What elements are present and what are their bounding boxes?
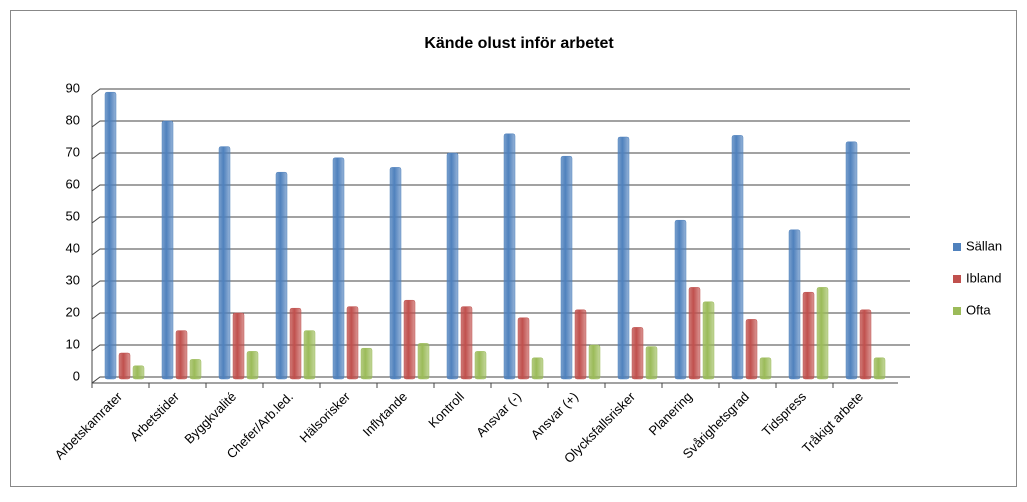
bar [417,343,430,380]
bar [574,309,587,380]
bar [403,299,416,380]
grid-line [91,152,910,160]
bar [560,155,573,380]
y-tick-label: 0 [73,368,80,383]
grid-line [91,216,910,224]
bar [460,306,473,380]
bar [175,330,188,380]
grid-line [91,312,910,320]
bar [702,301,715,380]
y-tick-label: 40 [66,240,80,255]
y-tick-label: 70 [66,144,80,159]
bar [845,141,858,380]
legend-label: Ibland [966,270,1001,285]
bar [232,312,245,380]
bar [289,307,302,380]
y-tick-label: 50 [66,208,80,223]
bar [104,91,117,380]
bar [645,346,658,380]
bar [303,330,316,380]
bar [389,167,402,380]
legend-label: Ofta [966,302,991,317]
y-tick-label: 80 [66,112,80,127]
bar [873,357,886,380]
legend-label: Sällan [966,238,1002,253]
bar [275,171,288,380]
y-tick-label: 60 [66,176,80,191]
grid-line [91,120,910,128]
y-tick-label: 30 [66,272,80,287]
bar [161,120,174,380]
bar [588,344,601,380]
bar [745,319,758,380]
bar [517,317,530,380]
bar [346,306,359,380]
grid-line [91,184,910,192]
bar [332,157,345,380]
grid-line [91,248,910,256]
bar [816,287,829,380]
bar [688,287,701,380]
bar [246,351,259,380]
bar [132,365,145,380]
grid-line [91,88,910,96]
bar [446,152,459,380]
bar [531,357,544,380]
legend-swatch [953,275,961,283]
y-tick-label: 20 [66,304,80,319]
grid-line [91,280,910,288]
bar [674,219,687,380]
bar [189,359,202,380]
bar [503,133,516,380]
legend-swatch [953,307,961,315]
bar [802,291,815,380]
bar [859,309,872,380]
bar [631,327,644,380]
bar [731,135,744,380]
bar [218,146,231,380]
y-tick-label: 90 [66,80,80,95]
legend-swatch [953,243,961,251]
bar [474,351,487,380]
y-tick-label: 10 [66,336,80,351]
bar [360,347,373,380]
chart-title: Kände olust inför arbetet [424,35,614,52]
bar [617,136,630,380]
bar [118,352,131,380]
bar [759,357,772,380]
bar [788,229,801,380]
